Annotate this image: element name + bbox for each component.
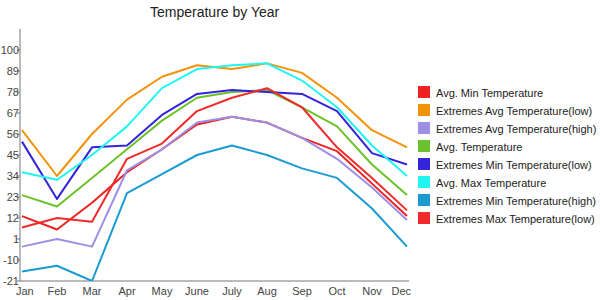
x-tick-label: Oct: [328, 285, 345, 297]
legend-label: Extremes Avg Temperature(low): [436, 105, 592, 117]
legend-swatch: [418, 140, 430, 152]
x-tick-label: June: [185, 285, 209, 297]
y-tick-label: 89: [7, 65, 19, 77]
legend-swatch: [418, 86, 430, 98]
series-line: [22, 90, 407, 199]
x-tick-label: Sep: [292, 285, 312, 297]
legend-swatch: [418, 158, 430, 170]
y-tick-label: 34: [7, 170, 19, 182]
series-line: [22, 117, 407, 230]
title: Temperature by Year: [150, 4, 280, 20]
x-tick-label: Jan: [16, 285, 34, 297]
legend-swatch: [418, 122, 430, 134]
legend-label: Avg. Temperature: [436, 141, 522, 153]
x-tick-label: Nov: [362, 285, 382, 297]
x-tick-label: May: [152, 285, 173, 297]
plot-area: [22, 63, 407, 281]
y-tick-label: 1: [13, 233, 19, 245]
legend-label: Extremes Min Temperature(high): [436, 195, 596, 207]
legend-swatch: [418, 194, 430, 206]
x-tick-label: Apr: [118, 285, 135, 297]
y-tick-label: 100: [1, 44, 19, 56]
legend-swatch: [418, 176, 430, 188]
x-tick-label: Feb: [48, 285, 67, 297]
y-tick-label: 67: [7, 107, 19, 119]
series-line: [22, 145, 407, 281]
y-tick-label: 78: [7, 86, 19, 98]
y-tick-label: 56: [7, 128, 19, 140]
series-line: [22, 117, 407, 247]
x-tick-label: Mar: [83, 285, 102, 297]
x-tick-label: Aug: [257, 285, 277, 297]
series-line: [22, 63, 407, 179]
x-tick-label: Dec: [391, 285, 411, 297]
chart: Temperature by Year-21-10112233445566778…: [0, 0, 600, 300]
legend-label: Extremes Avg Temperature(high): [436, 123, 596, 135]
x-axis: [20, 281, 409, 282]
legend-label: Extremes Max Temperature(low): [436, 213, 595, 225]
legend-swatch: [418, 212, 430, 224]
series-line: [22, 88, 407, 227]
y-tick-label: 45: [7, 149, 19, 161]
legend-label: Avg. Max Temperature: [436, 177, 546, 189]
legend-label: Avg. Min Temperature: [436, 87, 543, 99]
x-tick-label: July: [222, 285, 242, 297]
y-tick-label: 12: [7, 212, 19, 224]
y-tick-label: -10: [3, 254, 19, 266]
legend-swatch: [418, 104, 430, 116]
y-tick-label: 23: [7, 191, 19, 203]
legend-label: Extremes Min Temperature(low): [436, 159, 592, 171]
